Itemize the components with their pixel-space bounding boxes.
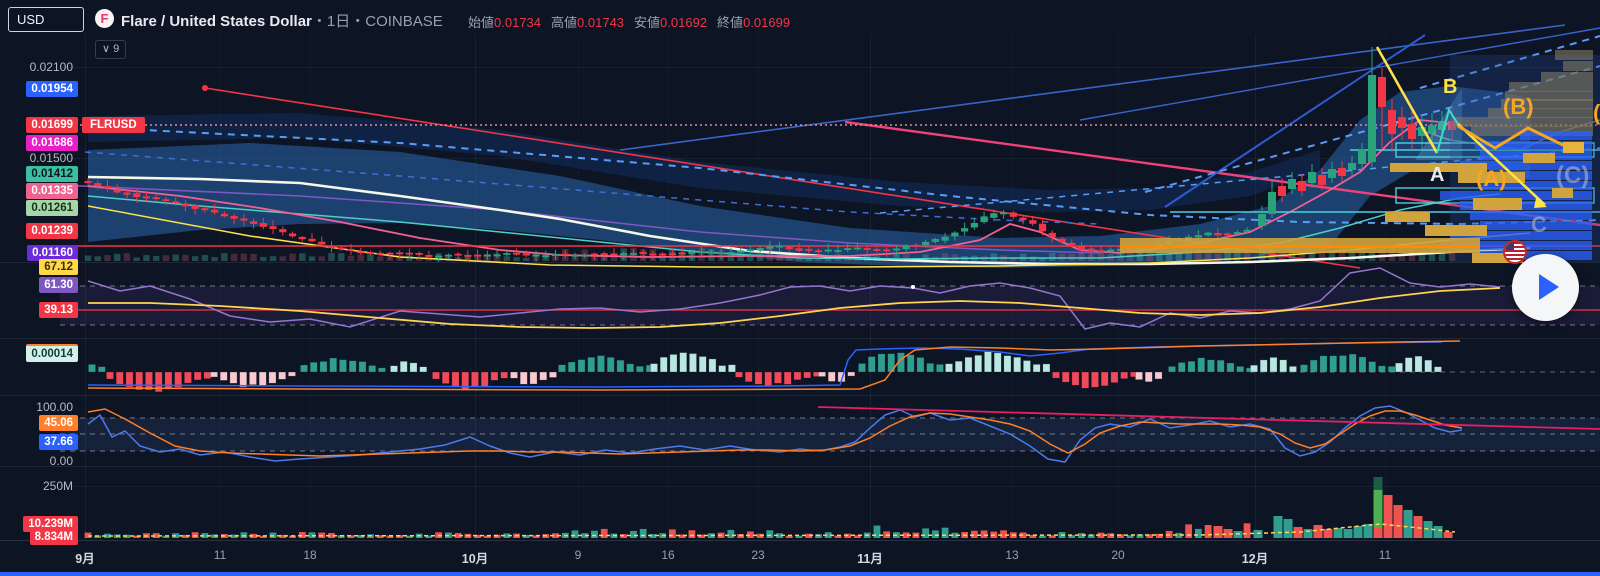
dashed-asc-3 — [1419, 35, 1600, 89]
dashed-desc-1 — [84, 126, 1600, 226]
time-tick: 13 — [1005, 548, 1019, 562]
price-label-badge: 0.01412 — [26, 166, 78, 182]
time-tick: 12月 — [1241, 552, 1269, 566]
cream-ma — [87, 175, 1531, 266]
time-tick: 10月 — [461, 552, 489, 566]
ohlc-item: 終値0.01699 — [717, 15, 791, 30]
macd-orange — [87, 340, 1461, 391]
price-label-badge: 0.00014 — [26, 344, 78, 362]
blue-trendline-3 — [1079, 27, 1600, 121]
rsi-purple — [87, 267, 1501, 330]
purple-ma — [59, 184, 1101, 254]
time-tick: 9 — [574, 548, 582, 562]
wave-label: B — [1443, 76, 1458, 98]
rsi-yellow — [88, 287, 1501, 329]
band — [88, 86, 1530, 268]
time-axis[interactable]: 9月 11 18 10月 9 16 23 11月 13 20 12月 11 — [0, 540, 1600, 573]
price-label-badge: 37.66 — [39, 434, 78, 450]
indicator-count: 9 — [113, 43, 120, 55]
candles-layer — [84, 47, 1456, 262]
us-flag-icon[interactable] — [1503, 240, 1527, 264]
stoch-magenta-trend — [817, 406, 1600, 430]
wave-orange — [1457, 124, 1566, 150]
price-label-badge: 39.13 — [39, 302, 78, 318]
time-tick: 20 — [1111, 548, 1125, 562]
price-label-badge: 45.06 — [39, 415, 78, 431]
price-label-badge: 8.834M — [29, 529, 78, 545]
line — [87, 523, 1456, 537]
chevron-down-icon: ∨ — [102, 43, 111, 55]
indicators-collapse-button[interactable]: ∨ 9 — [95, 40, 127, 59]
wave-label: A — [1430, 164, 1445, 186]
axis-label: 0.02100 — [29, 60, 73, 74]
currency-selector[interactable]: USD — [8, 7, 84, 32]
axis-label: 250M — [42, 479, 73, 493]
time-tick: 9月 — [75, 552, 95, 566]
price-label-badge: 61.30 — [39, 277, 78, 293]
bottom-accent-bar — [0, 572, 1600, 576]
ohlc-item: 安値0.01692 — [634, 15, 708, 30]
arrowhead — [1534, 198, 1547, 208]
wave-teal-zigzag — [1436, 107, 1459, 154]
triangle-drawing — [1415, 88, 1462, 160]
flare-logo-icon: F — [95, 9, 114, 28]
time-tick: 23 — [751, 548, 765, 562]
time-tick: 11月 — [857, 552, 883, 566]
wave-yellow-2 — [1457, 123, 1546, 206]
ohlc-item: 始値0.01734 — [468, 15, 542, 30]
wave-label: ( — [1593, 100, 1600, 125]
toolbar: USD F Flare / United States Dollar・1日・CO… — [0, 0, 1600, 59]
crosshair-dot — [911, 285, 915, 289]
price-label-badge: 0.01239 — [26, 223, 78, 239]
price-label-badge: 0.01261 — [26, 200, 78, 216]
play-button[interactable] — [1512, 254, 1579, 321]
interval-exchange: ・1日・COINBASE — [311, 13, 443, 30]
wave-label: (A) — [1476, 166, 1507, 191]
symbol-price-badge: FLRUSD — [82, 117, 145, 133]
play-icon — [1539, 274, 1559, 300]
blue-trendline-2 — [1164, 34, 1426, 208]
symbol-name: Flare / United States Dollar — [121, 13, 312, 30]
pink-ma — [87, 119, 1459, 258]
axis-label: 100.00 — [36, 400, 73, 414]
time-tick: 11 — [213, 548, 227, 562]
price-label-badge: 67.12 — [39, 259, 78, 275]
price-label-badge: 0.01699 — [26, 117, 78, 133]
time-tick: 16 — [661, 548, 675, 562]
axis-label: 0.01500 — [29, 151, 73, 165]
teal-ma — [87, 193, 1501, 260]
volume-layer — [84, 477, 1453, 538]
time-tick: 11 — [1378, 548, 1392, 562]
wave-label: (C) — [1556, 162, 1590, 189]
ohlc-values: 始値0.01734 高値0.01743 安値0.01692 終値0.01699 — [468, 12, 800, 31]
price-label-badge: 10.239M — [23, 516, 78, 532]
ohlc-item: 高値0.01743 — [551, 15, 625, 30]
wave-label: (B) — [1503, 94, 1534, 119]
wave-yellow-1 — [1375, 46, 1439, 154]
gold-zone — [1120, 238, 1480, 253]
macd-histogram — [88, 351, 1442, 393]
axis-label: 0.00 — [49, 454, 73, 468]
price-label-badge: 0.01954 — [26, 81, 78, 97]
price-label-badge: 0.01160 — [27, 245, 78, 261]
symbol-title[interactable]: Flare / United States Dollar・1日・COINBASE — [121, 10, 443, 31]
wave-label: C — [1531, 212, 1547, 237]
time-tick: 18 — [303, 548, 317, 562]
stoch-blue — [87, 405, 1463, 463]
trendline-anchor[interactable] — [202, 85, 208, 91]
price-label-badge: 0.01335 — [26, 183, 78, 199]
stoch-orange — [87, 408, 1463, 457]
band — [88, 113, 1320, 212]
price-label-badge: 0.01686 — [26, 135, 78, 151]
